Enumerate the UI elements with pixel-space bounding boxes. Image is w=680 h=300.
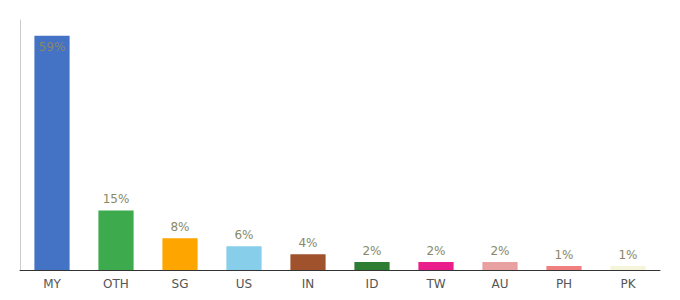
svg-text:PH: PH [556, 277, 572, 291]
svg-text:ID: ID [366, 277, 379, 291]
svg-text:US: US [236, 277, 252, 291]
svg-text:15%: 15% [103, 192, 130, 206]
svg-text:IN: IN [302, 277, 315, 291]
svg-text:2%: 2% [490, 244, 509, 258]
svg-text:MY: MY [43, 277, 61, 291]
svg-text:OTH: OTH [103, 277, 129, 291]
svg-text:1%: 1% [618, 248, 637, 262]
svg-text:6%: 6% [234, 228, 253, 242]
svg-text:AU: AU [492, 277, 509, 291]
svg-text:8%: 8% [170, 220, 189, 234]
svg-text:TW: TW [425, 277, 445, 291]
svg-text:2%: 2% [362, 244, 381, 258]
svg-text:PK: PK [620, 277, 636, 291]
svg-text:SG: SG [172, 277, 189, 291]
svg-text:4%: 4% [298, 236, 317, 250]
svg-text:2%: 2% [426, 244, 445, 258]
svg-text:1%: 1% [554, 248, 573, 262]
svg-text:59%: 59% [39, 40, 66, 54]
